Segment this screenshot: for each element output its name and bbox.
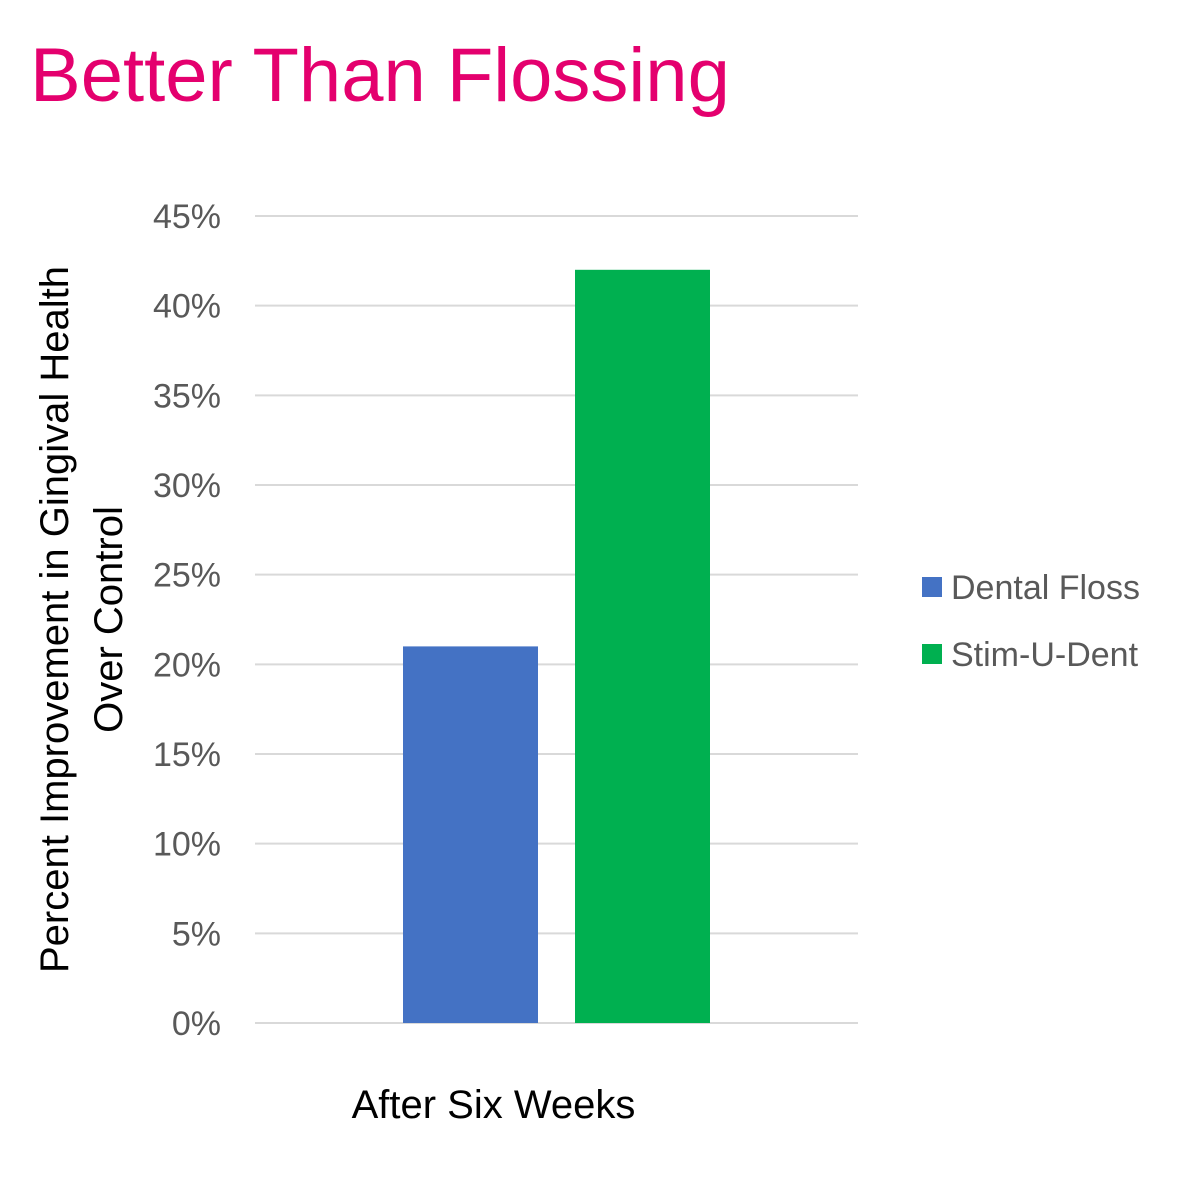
legend-label: Stim-U-Dent — [951, 636, 1139, 674]
legend-swatch — [922, 644, 942, 664]
y-tick-label: 0% — [172, 1005, 221, 1043]
bars — [403, 269, 710, 1023]
y-tick-label: 35% — [153, 377, 221, 415]
legend: Dental Floss Stim-U-Dent — [922, 569, 1140, 674]
y-axis-tick-labels: 0% 5% 10% 15% 20% 25% 30% 35% 40% 45% — [153, 198, 221, 1043]
x-axis-category-labels: After Six Weeks — [352, 1083, 636, 1127]
y-tick-label: 45% — [153, 198, 221, 236]
y-tick-label: 10% — [153, 826, 221, 864]
legend-swatch — [922, 577, 942, 597]
y-tick-label: 5% — [172, 915, 221, 953]
x-category-label: After Six Weeks — [352, 1083, 636, 1127]
legend-label: Dental Floss — [951, 569, 1140, 607]
y-tick-label: 30% — [153, 467, 221, 505]
y-axis-title-line: Percent Improvement in Gingival Health — [33, 266, 77, 973]
y-tick-label: 40% — [153, 288, 221, 326]
y-tick-label: 15% — [153, 736, 221, 774]
gridlines — [255, 215, 858, 1024]
bar-stim-u-dent — [575, 269, 710, 1023]
y-axis-title: Percent Improvement in Gingival Health Ov… — [33, 266, 131, 973]
bar-dental-floss — [403, 646, 538, 1023]
y-tick-label: 25% — [153, 557, 221, 595]
chart-title: Better Than Flossing — [30, 33, 730, 118]
y-tick-label: 20% — [153, 646, 221, 684]
y-axis-title-line: Over Control — [87, 506, 131, 733]
